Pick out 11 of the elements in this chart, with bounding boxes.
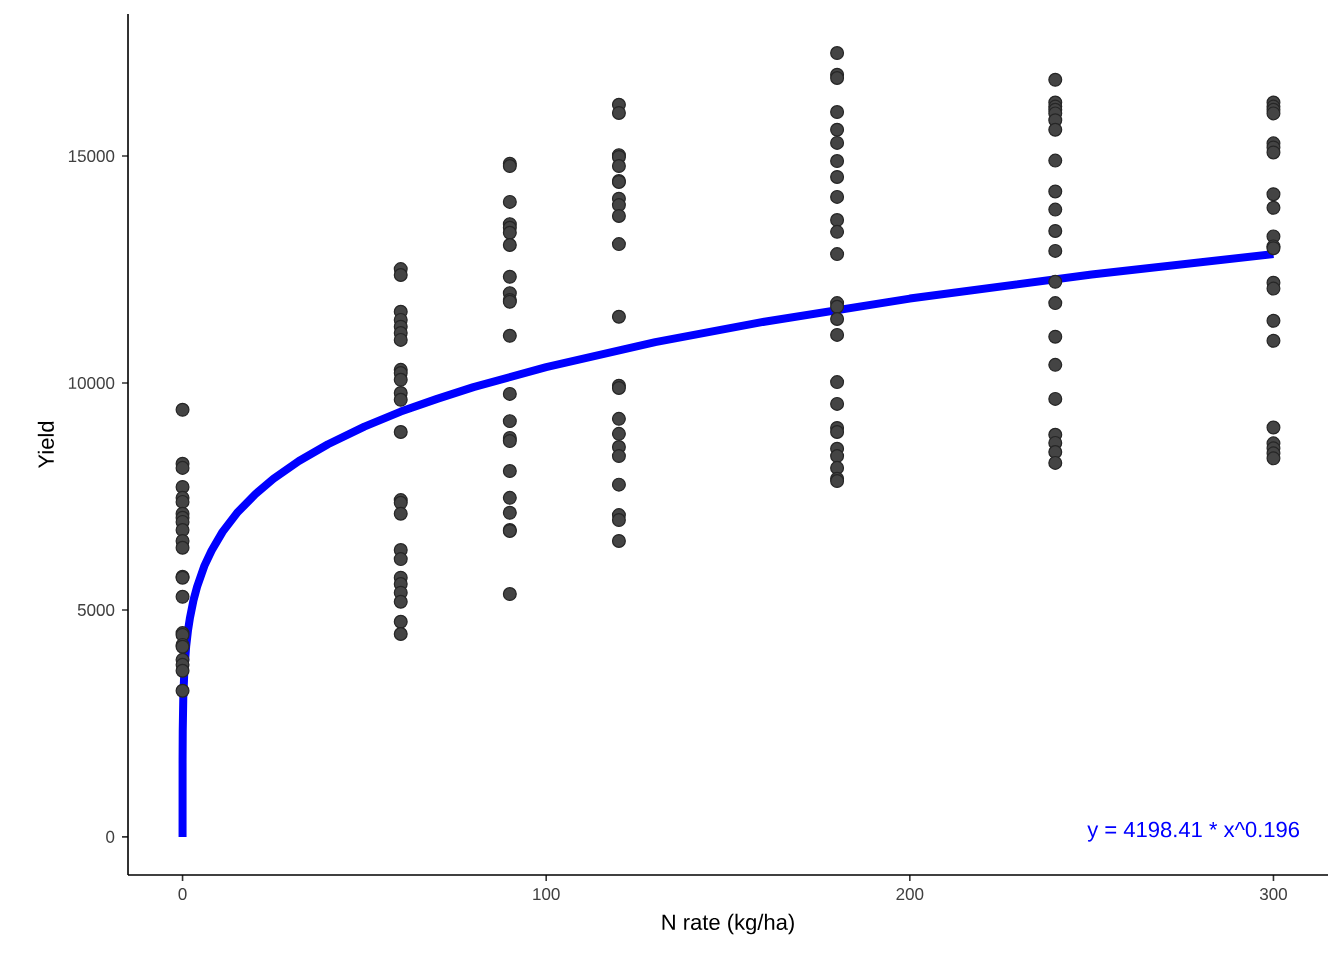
- x-tick-label: 300: [1259, 888, 1287, 901]
- y-tick-label: 0: [106, 830, 115, 843]
- x-tick-label: 0: [178, 888, 187, 901]
- x-tick-label: 200: [896, 888, 924, 901]
- x-axis-title: N rate (kg/ha): [662, 913, 794, 935]
- y-tick-label: 15000: [68, 150, 115, 163]
- x-tick-label: 100: [533, 888, 560, 901]
- y-tick-label: 5000: [77, 603, 115, 616]
- y-axis-title: Yield: [37, 421, 54, 469]
- annotation: y = 4198.41 * x^0.196: [1087, 821, 1299, 842]
- y-tick-label: 10000: [68, 377, 115, 390]
